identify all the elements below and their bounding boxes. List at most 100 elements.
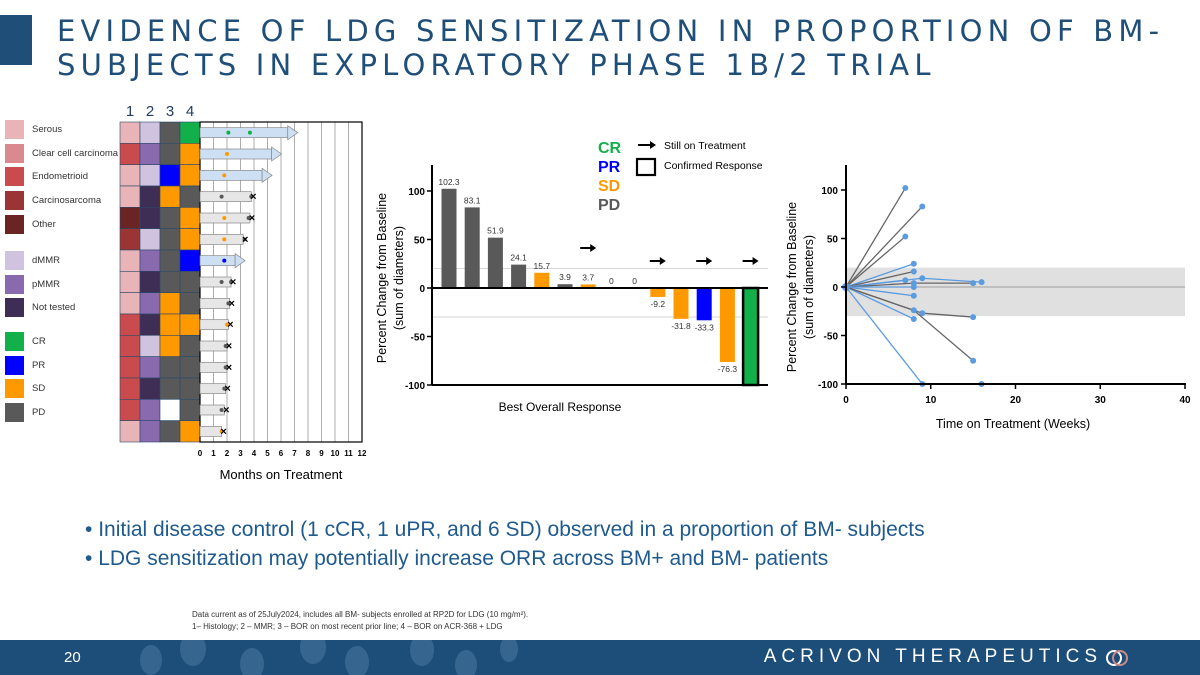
- legend-swatch: [5, 379, 24, 399]
- spider-point: [919, 275, 926, 282]
- footer-bar: 20 ACRIVON THERAPEUTICS: [0, 640, 1200, 675]
- heatmap-cell: [119, 313, 141, 336]
- spider-line: [845, 187, 906, 288]
- heatmap-cell: [139, 420, 161, 443]
- reference-line: [432, 268, 768, 269]
- waterfall-y-tick-label: 50: [414, 236, 426, 247]
- waterfall-xlabel: Best Overall Response: [499, 400, 622, 414]
- spider-y-tick-label: 100: [821, 186, 838, 197]
- waterfall-data-label: -76.3: [718, 364, 738, 374]
- swimmer-tick-label: 11: [344, 449, 353, 458]
- spider-x-tick-label: 30: [1095, 395, 1107, 406]
- legend-swatch: [5, 143, 24, 163]
- spider-line: [845, 286, 915, 320]
- page-number: 20: [64, 649, 81, 666]
- legend-item: CR: [5, 332, 46, 351]
- heatmap-cell: [139, 399, 161, 421]
- swimmer-tick-label: 12: [358, 449, 367, 458]
- ongoing-arrow-icon: [261, 167, 273, 184]
- swimmer-tick-label: 5: [265, 449, 270, 458]
- waterfall-data-label: 3.7: [582, 272, 594, 282]
- legend-swatch: [5, 355, 24, 375]
- discontinued-x-icon: ×: [230, 277, 236, 289]
- legend-label: SD: [32, 383, 46, 395]
- spider-point: [902, 233, 909, 240]
- heatmap-cell: [159, 335, 181, 357]
- decor-dot: [240, 648, 264, 675]
- swimmer-bar: [199, 425, 222, 437]
- heatmap-cell: [119, 335, 141, 357]
- waterfall-bar: [719, 288, 735, 363]
- swimmer-tick-label: 0: [198, 449, 203, 458]
- heatmap-cell: [159, 420, 181, 443]
- waterfall-y-tick-label: -100: [405, 381, 425, 392]
- legend-item: Endometrioid: [5, 167, 88, 187]
- swimmer-tick-label: 8: [306, 449, 311, 458]
- heatmap-cell: [119, 143, 141, 165]
- decor-dot: [500, 640, 518, 662]
- heatmap-cell: [179, 143, 201, 165]
- heatmap-column-label: 1: [126, 103, 134, 120]
- waterfall-bar: [557, 284, 573, 288]
- heatmap-cell: [159, 313, 181, 336]
- assessment-marker: [222, 216, 227, 220]
- assessment-marker: [226, 130, 231, 135]
- legend-cr: CR: [598, 140, 622, 157]
- assessment-marker: [219, 194, 224, 199]
- spider-y-tick-label: 50: [827, 235, 839, 246]
- legend-swatch: [5, 298, 24, 318]
- legend-label: Not tested: [32, 302, 76, 314]
- legend-swatch: [5, 120, 24, 139]
- spider-x-tick-label: 40: [1179, 395, 1191, 406]
- heatmap-cell: [179, 420, 201, 443]
- legend-swatch: [5, 167, 24, 187]
- title-accent-block: [0, 15, 32, 65]
- swimmer-bar: [199, 191, 252, 203]
- waterfall-bar: [487, 237, 503, 288]
- bullet-item: • Initial disease control (1 cCR, 1 uPR,…: [85, 518, 925, 541]
- legend-item: Not tested: [5, 298, 76, 318]
- ongoing-arrow-icon: [234, 252, 246, 269]
- decor-dot: [140, 645, 162, 675]
- discontinued-x-icon: ×: [223, 405, 229, 417]
- decor-dot: [455, 650, 477, 675]
- heatmap-cell: [139, 121, 161, 144]
- spider-line: [845, 263, 915, 288]
- assessment-marker: [222, 237, 227, 242]
- heatmap-cell: [119, 399, 141, 421]
- arrow-head-icon: [706, 257, 713, 265]
- legend-pr: PR: [598, 159, 621, 176]
- key-findings: • Initial disease control (1 cCR, 1 uPR,…: [85, 515, 925, 573]
- discontinued-x-icon: ×: [226, 341, 232, 353]
- legend-swatch: [5, 214, 24, 234]
- swimmer-bar: [199, 404, 225, 416]
- spider-point: [910, 260, 917, 267]
- legend-item: Serous: [5, 120, 62, 139]
- swimmer-xlabel: Months on Treatment: [220, 467, 343, 482]
- bullet-item: • LDG sensitization may potentially incr…: [85, 547, 829, 570]
- heatmap-cell: [119, 420, 141, 443]
- swimmer-tick-label: 10: [331, 449, 340, 458]
- assessment-marker: [222, 173, 227, 178]
- spider-xlabel: Time on Treatment (Weeks): [936, 417, 1090, 431]
- heatmap-cell: [179, 249, 201, 272]
- swimmer-bar: [199, 340, 228, 352]
- legend-label: Carcinosarcoma: [32, 195, 102, 207]
- legend-label: Other: [32, 218, 56, 230]
- legend-label: Endometrioid: [32, 171, 88, 183]
- spider-line: [845, 236, 906, 288]
- spider-point: [919, 310, 926, 317]
- heatmap-cell: [139, 143, 161, 165]
- decor-dot: [410, 640, 434, 666]
- heatmap-cell: [159, 377, 181, 400]
- spider-y-tick-label: -50: [824, 332, 839, 343]
- spider-point: [970, 280, 977, 287]
- waterfall-bar: [511, 264, 527, 288]
- discontinued-x-icon: ×: [226, 362, 232, 374]
- spider-point: [910, 292, 917, 299]
- assessment-marker: [242, 237, 247, 242]
- legend-swatch: [5, 191, 24, 211]
- heatmap-cell: [119, 228, 141, 251]
- waterfall-bar: [441, 188, 457, 288]
